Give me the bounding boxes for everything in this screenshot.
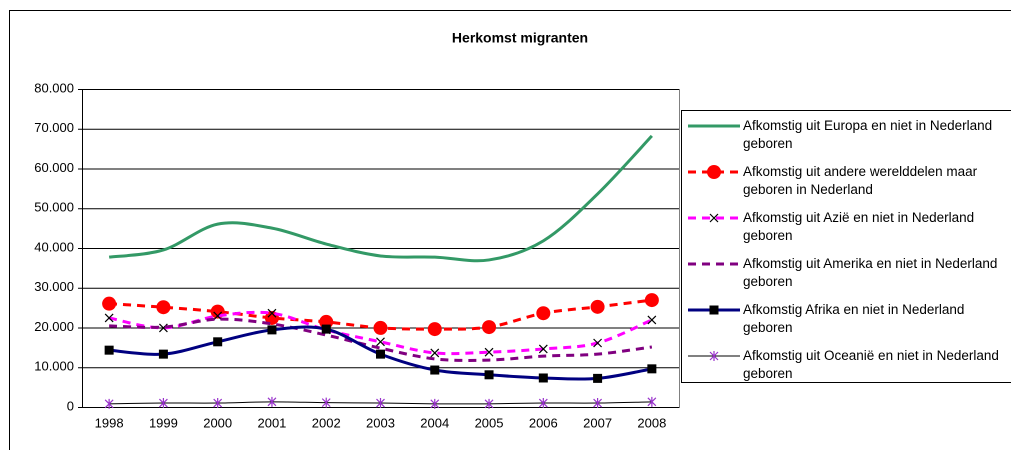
- marker: [267, 308, 277, 318]
- marker: [267, 396, 277, 407]
- marker: [104, 345, 114, 355]
- legend-label: Afkomstig uit Amerika en niet in Nederla…: [743, 256, 998, 289]
- marker: [430, 348, 440, 358]
- y-tick-label: 50.000: [34, 200, 74, 215]
- marker: [430, 398, 440, 409]
- marker: [376, 398, 385, 409]
- marker: [213, 337, 223, 347]
- marker: [593, 338, 603, 348]
- marker: [158, 398, 168, 409]
- marker: [373, 320, 388, 335]
- legend-label: Afkomstig uit Azië en niet in Nederland …: [743, 210, 975, 243]
- marker: [484, 370, 494, 380]
- legend-label: Afkomstig uit andere werelddelen maar ge…: [743, 164, 978, 197]
- marker: [430, 365, 440, 375]
- x-tick-label: 2005: [475, 415, 504, 430]
- marker: [104, 398, 114, 409]
- marker: [647, 396, 657, 407]
- marker: [593, 373, 603, 383]
- marker: [156, 300, 171, 315]
- legend-label: Afkomstig uit Oceanië en niet in Nederla…: [743, 348, 999, 381]
- x-tick-label: 2002: [312, 415, 341, 430]
- marker: [158, 349, 168, 359]
- x-tick-label: 1999: [149, 415, 178, 430]
- marker: [593, 398, 603, 409]
- legend-marker: [707, 165, 721, 179]
- marker: [321, 397, 331, 408]
- x-tick-label: 1998: [95, 415, 124, 430]
- marker: [482, 320, 497, 335]
- marker: [536, 306, 551, 321]
- x-tick-label: 2000: [203, 415, 232, 430]
- marker: [213, 398, 223, 409]
- marker: [644, 293, 659, 308]
- y-tick-label: 0: [67, 398, 74, 413]
- marker: [484, 398, 494, 409]
- x-tick-label: 2004: [420, 415, 449, 430]
- marker: [427, 322, 442, 337]
- series-line: [108, 134, 653, 263]
- marker: [104, 313, 114, 323]
- x-tick-label: 2003: [366, 415, 395, 430]
- y-tick-label: 60.000: [34, 160, 74, 175]
- marker: [538, 373, 548, 383]
- marker: [647, 315, 657, 325]
- y-tick-label: 40.000: [34, 239, 74, 254]
- legend-marker: [709, 305, 719, 315]
- legend-box: [681, 110, 1011, 383]
- marker: [158, 323, 168, 333]
- legend-label: Afkomstig Afrika en niet in Nederland ge…: [743, 302, 965, 335]
- x-tick-label: 2001: [257, 415, 286, 430]
- marker: [538, 344, 548, 354]
- marker: [484, 347, 494, 357]
- x-tick-label: 2008: [637, 415, 666, 430]
- legend-label: Afkomstig uit Europa en niet in Nederlan…: [743, 118, 993, 151]
- marker: [102, 296, 117, 311]
- marker: [376, 337, 385, 347]
- x-tick-label: 2006: [529, 415, 558, 430]
- y-tick-label: 10.000: [34, 359, 74, 374]
- series-line: [109, 317, 653, 362]
- marker: [213, 311, 223, 321]
- marker: [538, 398, 548, 409]
- legend-marker: [709, 213, 719, 223]
- y-tick-label: 70.000: [34, 120, 74, 135]
- x-tick-label: 2007: [583, 415, 612, 430]
- y-tick-label: 80.000: [34, 80, 74, 95]
- y-tick-label: 20.000: [34, 319, 74, 334]
- y-tick-label: 30.000: [34, 279, 74, 294]
- marker: [647, 364, 657, 374]
- marker: [590, 299, 605, 314]
- marker: [267, 325, 277, 335]
- marker: [376, 349, 385, 359]
- legend-marker: [709, 351, 719, 361]
- chart-title: Herkomst migranten: [452, 30, 588, 46]
- marker: [321, 324, 331, 334]
